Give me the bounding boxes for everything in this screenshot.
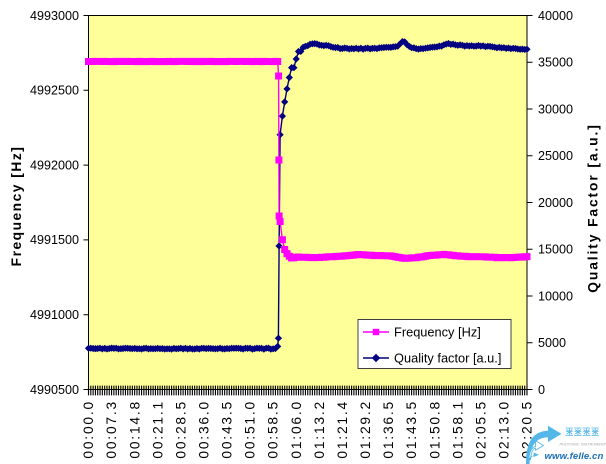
- svg-text:01:21.4: 01:21.4: [335, 400, 350, 459]
- svg-text:Quality Factor [a.u.]: Quality Factor [a.u.]: [586, 123, 601, 292]
- svg-text:Quality factor [a.u.]: Quality factor [a.u.]: [394, 351, 501, 366]
- svg-text:40000: 40000: [538, 9, 573, 23]
- svg-text:02:05.5: 02:05.5: [473, 400, 488, 459]
- svg-text:4992500: 4992500: [30, 84, 79, 98]
- svg-text:30000: 30000: [538, 102, 573, 116]
- svg-text:00:58.5: 00:58.5: [266, 400, 281, 459]
- svg-text:Frequency [Hz]: Frequency [Hz]: [394, 325, 481, 340]
- svg-text:00:07.3: 00:07.3: [104, 400, 119, 459]
- svg-text:10000: 10000: [538, 289, 573, 303]
- svg-text:01:58.1: 01:58.1: [450, 400, 465, 459]
- svg-text:01:06.0: 01:06.0: [289, 400, 304, 459]
- svg-text:5000: 5000: [538, 336, 566, 350]
- svg-text:Frequency [Hz]: Frequency [Hz]: [9, 146, 24, 267]
- svg-text:01:43.5: 01:43.5: [404, 400, 419, 459]
- svg-text:20000: 20000: [538, 196, 573, 210]
- svg-text:15000: 15000: [538, 243, 573, 257]
- svg-text:00:21.1: 00:21.1: [150, 400, 165, 459]
- svg-text:4991500: 4991500: [30, 233, 79, 247]
- svg-text:01:13.2: 01:13.2: [312, 400, 327, 459]
- svg-text:00:28.5: 00:28.5: [173, 400, 188, 459]
- svg-text:35000: 35000: [538, 56, 573, 70]
- svg-text:25000: 25000: [538, 149, 573, 163]
- svg-text:4993000: 4993000: [30, 9, 79, 23]
- svg-text:0: 0: [538, 383, 545, 397]
- svg-text:www.felle.cn: www.felle.cn: [545, 451, 604, 462]
- svg-text:00:43.5: 00:43.5: [220, 400, 235, 459]
- svg-text:00:00.0: 00:00.0: [81, 400, 96, 459]
- svg-text:PHOTONIC INSTRUMENTS CO.,LTD: PHOTONIC INSTRUMENTS CO.,LTD: [560, 442, 606, 446]
- svg-text:01:50.8: 01:50.8: [427, 400, 442, 459]
- svg-text:00:36.0: 00:36.0: [197, 400, 212, 459]
- svg-text:00:14.8: 00:14.8: [127, 400, 142, 459]
- svg-text:00:51.0: 00:51.0: [243, 400, 258, 459]
- svg-text:4991000: 4991000: [30, 308, 79, 322]
- svg-text:01:29.2: 01:29.2: [358, 400, 373, 459]
- svg-text:4990500: 4990500: [30, 383, 79, 397]
- svg-text:4992000: 4992000: [30, 158, 79, 172]
- svg-text:02:13.0: 02:13.0: [497, 400, 512, 459]
- svg-text:01:36.5: 01:36.5: [381, 400, 396, 459]
